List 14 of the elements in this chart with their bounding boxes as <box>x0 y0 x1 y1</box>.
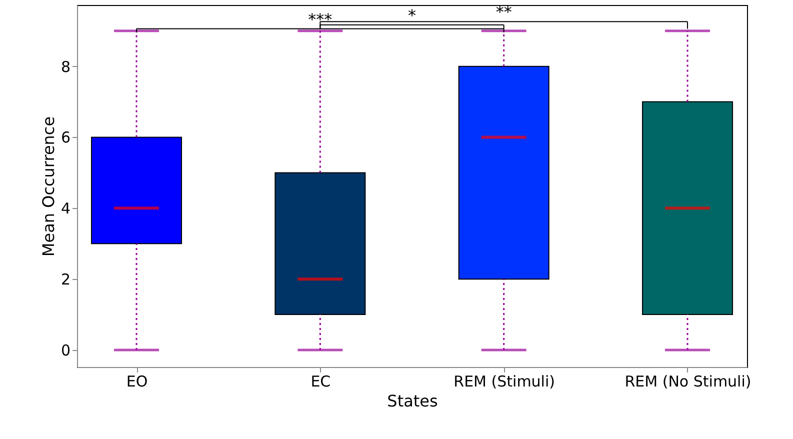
annotation: * <box>408 6 416 25</box>
x-tick-label: REM (No Stimuli) <box>624 372 752 390</box>
annotation: ** <box>496 2 512 22</box>
y-tick-label: 2 <box>60 270 70 289</box>
x-tick-label: EC <box>310 372 331 390</box>
annotation: *** <box>308 10 332 29</box>
x-tick-label: EO <box>126 372 148 390</box>
y-axis-title: Mean Occurrence <box>38 116 58 257</box>
x-tick-label: REM (Stimuli) <box>454 372 556 390</box>
y-tick-label: 8 <box>60 58 70 76</box>
y-tick-label: 4 <box>60 200 70 218</box>
x-axis-title: States <box>387 392 438 410</box>
y-tick-label: 0 <box>60 341 70 360</box>
y-tick-label: 6 <box>60 128 70 147</box>
